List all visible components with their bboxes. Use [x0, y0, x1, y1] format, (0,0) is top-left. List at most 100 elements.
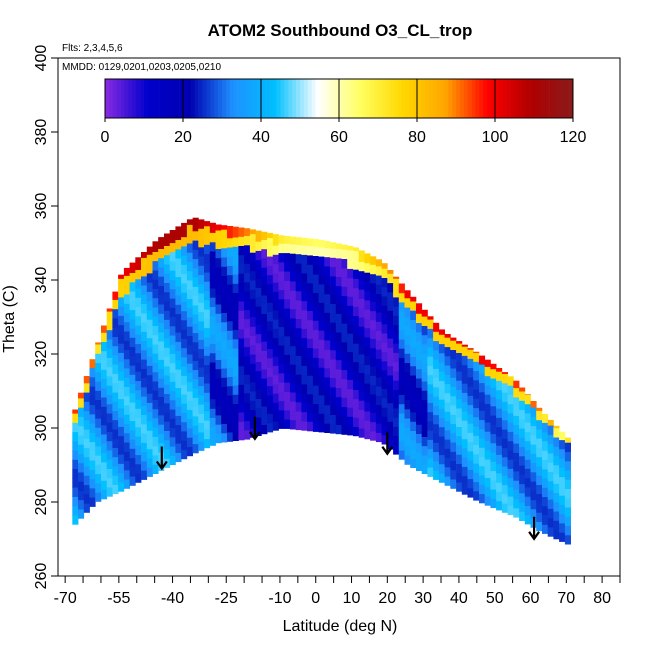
heat-cell [467, 478, 474, 489]
heat-cell [106, 308, 113, 312]
heat-cell [232, 311, 239, 321]
heat-cell [559, 439, 566, 450]
heat-cell [387, 439, 394, 450]
heat-cell [112, 475, 119, 485]
heat-cell [261, 387, 268, 398]
heat-cell [513, 508, 520, 518]
heat-cell [72, 505, 79, 516]
heat-cell [238, 254, 245, 265]
heat-cell [353, 324, 360, 335]
heat-cell [267, 367, 274, 377]
heat-cell [519, 428, 526, 438]
colorbar-swatch [307, 79, 312, 118]
heat-cell [324, 321, 331, 332]
heat-cell [461, 344, 468, 347]
heat-cell [232, 431, 239, 441]
heat-cell [433, 386, 440, 397]
heat-cell [198, 228, 205, 239]
heat-cell [330, 257, 337, 268]
heat-cell [358, 280, 365, 290]
heat-cell [175, 304, 182, 315]
heat-cell [393, 276, 400, 279]
heat-cell [433, 368, 440, 379]
heat-cell [169, 325, 176, 336]
heat-cell [249, 229, 256, 235]
heat-cell [181, 375, 188, 386]
heat-cell [387, 282, 394, 293]
heat-cell [186, 326, 193, 336]
heat-cell [101, 325, 108, 333]
heat-cell [227, 247, 234, 257]
heat-cell [301, 402, 308, 413]
heat-cell [169, 251, 176, 262]
heat-cell [227, 256, 234, 266]
heat-cell [484, 440, 491, 451]
heat-cell [278, 252, 285, 263]
heat-cell [209, 399, 216, 409]
heat-cell [353, 278, 360, 289]
heat-cell [204, 410, 211, 421]
heat-cell [284, 400, 291, 411]
heat-cell [473, 352, 480, 362]
heat-cell [312, 366, 319, 377]
heat-cell [146, 319, 153, 329]
heat-cell [479, 493, 486, 504]
heat-cell [238, 384, 245, 394]
heat-cell [456, 343, 463, 353]
colorbar-swatch [303, 79, 309, 118]
heat-cell [410, 384, 417, 394]
heat-cell [192, 240, 199, 250]
heat-cell [215, 396, 222, 407]
colorbar-swatch [428, 79, 433, 118]
heat-cell [387, 328, 394, 339]
heat-cell [524, 440, 531, 451]
colorbar-tick-label: 100 [482, 129, 509, 146]
colorbar-swatch [198, 79, 203, 118]
heat-cell [95, 455, 102, 465]
heat-cell [307, 366, 314, 376]
heat-cell [181, 357, 188, 367]
heat-cell [169, 390, 176, 401]
heat-cell [129, 337, 136, 348]
heat-cell [123, 479, 130, 489]
heat-cell [186, 252, 193, 262]
heat-cell [284, 382, 291, 392]
heat-cell [524, 450, 531, 460]
heat-cell [375, 367, 382, 378]
heat-cell [95, 418, 102, 428]
heat-cell [284, 308, 291, 318]
heat-cell [335, 369, 342, 379]
heat-cell [284, 335, 291, 346]
heat-cell [507, 505, 514, 516]
heat-cell [404, 325, 411, 336]
heat-cell [198, 330, 205, 340]
heat-cell [249, 363, 256, 373]
heat-cell [501, 392, 508, 402]
heat-cell [227, 226, 234, 229]
heat-cell [290, 244, 297, 254]
heat-cell [496, 408, 503, 418]
heat-cell [295, 309, 302, 319]
heat-cell [181, 421, 188, 432]
heat-cell [112, 456, 119, 467]
heat-cell [438, 473, 445, 483]
heat-cell [83, 503, 90, 513]
heat-cell [158, 341, 165, 351]
heat-cell [427, 328, 434, 339]
heat-cell [141, 396, 148, 406]
heat-cell [215, 304, 222, 314]
heat-cell [278, 391, 285, 402]
heat-cell [312, 246, 319, 256]
heat-cell [501, 493, 508, 504]
heat-cell [244, 228, 251, 236]
heat-cell [278, 326, 285, 337]
heat-cell [164, 393, 171, 404]
heat-cell [106, 477, 113, 488]
heat-cell [204, 420, 211, 430]
heat-cell [524, 422, 531, 432]
heat-cell [444, 457, 451, 468]
heat-cell [353, 260, 360, 270]
heat-cell [204, 299, 211, 310]
heat-cell [375, 293, 382, 304]
heat-cell [450, 405, 457, 415]
